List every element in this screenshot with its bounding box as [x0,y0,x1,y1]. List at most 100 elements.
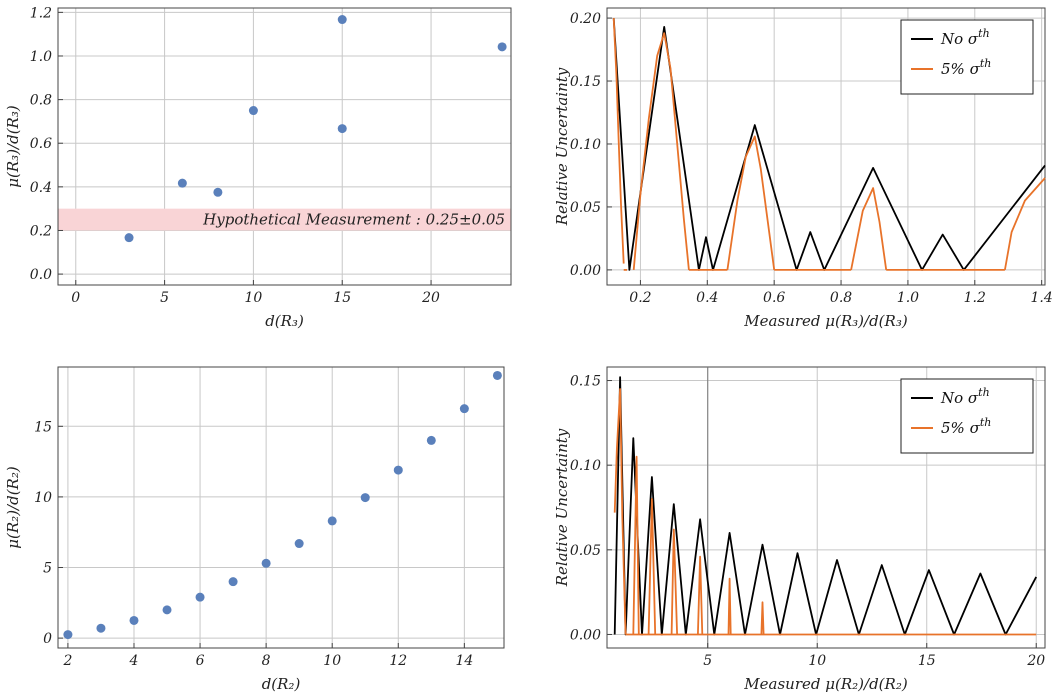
y-tick-label: 0.05 [570,200,601,216]
x-tick-label: 0.2 [629,290,651,306]
y-tick-label: 1.0 [30,49,52,65]
series-line-5pct-sigma [850,187,888,271]
data-point [294,539,304,549]
series-line-5pct-sigma [632,455,640,635]
x-tick-label: 5 [160,290,169,306]
measurement-band [58,208,511,231]
legend-label: 5% σth [941,416,991,437]
x-tick-label: 0.4 [696,290,718,306]
legend-label-sup: th [978,27,990,40]
panel-relative-uncertainty-r3: 0.2 0.4 0.6 0.8 1.0 1.2 1.4 0.00 0.05 0.10 0.15 0.2… [553,7,1052,330]
legend-label-sup: th [980,416,992,429]
band-annotation: Hypothetical Measurement : 0.25±0.05 [202,211,505,229]
y-tick-label: 0 [43,631,52,647]
panel-mu-r3-scatter: Hypothetical Measurement : 0.25±0.05 0 5 10… [4,5,512,330]
x-tick-label: 20 [1026,653,1045,669]
y-tick-label: 0.8 [30,93,52,109]
legend-label-main: No σ [940,389,979,407]
y-tick-label: 0.10 [570,137,601,153]
x-tick-label: 15 [918,653,936,669]
data-point [426,435,436,445]
y-tick-label: 0.0 [30,267,52,283]
x-tick-label: 10 [323,653,341,669]
legend-box [900,19,1034,95]
data-point [63,630,73,640]
legend-label-main: No σ [940,30,979,48]
legend-label-sup: th [980,57,992,70]
legend-label: No σth [940,386,990,407]
y-tick-label: 10 [34,490,52,506]
panel-mu-r2-scatter: 2 4 6 8 10 12 14 0 5 10 15 d(R₂) μ(R₂)/d(R₂) [4,366,505,693]
x-tick-label: 1.0 [897,290,919,306]
series-line-no-sigma [613,376,1037,636]
data-point [162,605,172,615]
legend-label: 5% σth [941,57,991,78]
x-tick-label: 8 [262,653,271,669]
data-point [124,233,134,243]
plot-frame [57,366,505,649]
legend-label-main: 5% σ [941,419,981,437]
plot-frame [57,7,512,286]
series-line-5pct-sigma [760,601,765,635]
x-tick-label: 12 [389,653,407,669]
plot-frame [606,366,1046,649]
legend-box [900,378,1034,454]
series-line-5pct-sigma [647,498,657,635]
y-tick-label: 0.6 [30,136,52,152]
legend-label-sup: th [978,386,990,399]
data-point [228,577,238,587]
series-line-5pct-sigma [632,32,690,270]
y-tick-label: 0.15 [570,74,601,90]
y-tick-label: 0.15 [570,374,601,390]
y-tick-label: 0.2 [30,223,52,239]
x-tick-label: 14 [455,653,473,669]
y-tick-label: 0.10 [570,458,601,474]
x-tick-label: 2 [62,653,72,669]
x-axis-label: d(R₂) [262,675,301,693]
data-point [327,516,337,526]
x-tick-label: 6 [196,653,205,669]
x-axis-label: Measured μ(R₃)/d(R₃) [743,312,908,330]
data-point [360,493,370,503]
x-tick-label: 4 [129,653,139,669]
data-point [248,106,258,116]
y-tick-label: 0.05 [570,543,601,559]
x-tick-label: 20 [421,290,440,306]
y-axis-label: Relative Uncertainty [553,67,571,226]
series-line-5pct-sigma [727,577,732,635]
y-tick-label: 1.2 [30,5,52,21]
series-line-5pct-sigma [670,528,678,635]
legend-label-main: 5% σ [941,60,981,78]
x-tick-label: 1.4 [1031,290,1052,306]
data-point [213,187,223,197]
data-point [129,615,139,625]
y-axis-label: μ(R₂)/d(R₂) [4,466,22,549]
y-tick-label: 5 [43,561,52,577]
data-point [497,42,507,52]
plot-frame [606,7,1046,286]
data-point [261,558,271,568]
data-point [195,592,205,602]
y-axis-label: μ(R₃)/d(R₃) [4,105,22,188]
y-tick-label: 0.00 [570,627,601,643]
y-axis-label: Relative Uncertainty [553,428,571,587]
x-tick-label: 10 [808,653,826,669]
data-point [96,623,106,633]
y-tick-label: 15 [34,419,52,435]
series-line-5pct-sigma [612,18,625,264]
data-point [337,15,347,25]
series-line-5pct-sigma [1004,177,1046,271]
series-line-5pct-sigma [697,555,704,635]
series-line-5pct-sigma [613,388,627,635]
data-point [492,370,502,380]
y-tick-label: 0.4 [30,180,52,196]
legend-label: No σth [940,27,990,48]
y-tick-label: 0.00 [570,263,601,279]
data-point [393,465,403,475]
panel-relative-uncertainty-r2: 5 10 15 20 0.00 0.05 0.10 0.15 Measured μ(R₂)/d(… [553,366,1046,693]
x-tick-label: 1.2 [964,290,986,306]
x-axis-label: Measured μ(R₂)/d(R₂) [743,675,908,693]
y-tick-label: 0.20 [570,11,601,27]
x-tick-label: 0.6 [763,290,785,306]
x-tick-label: 0 [71,290,80,306]
